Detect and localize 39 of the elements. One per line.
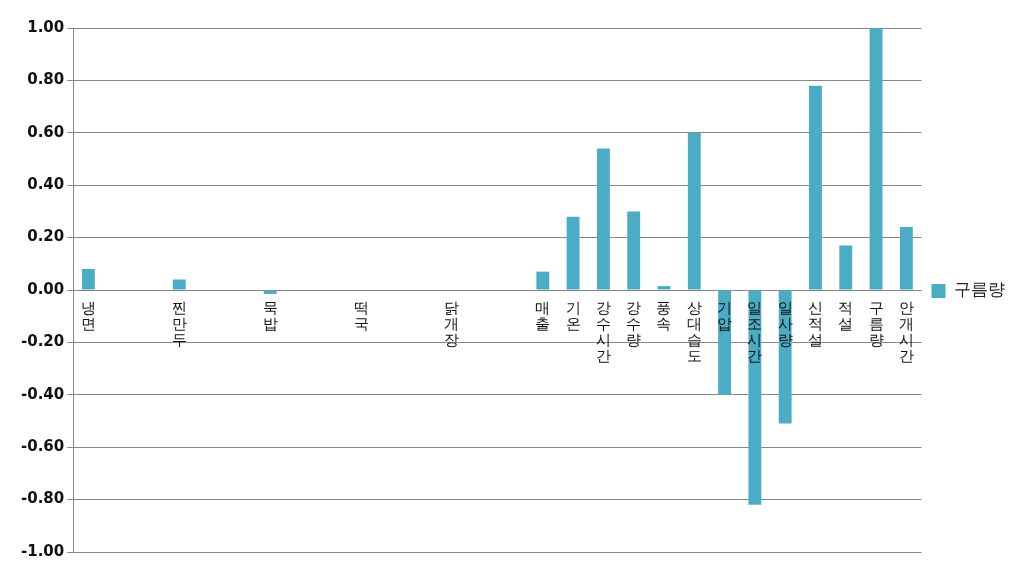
x-tick-label: 풍속	[656, 299, 672, 334]
bar	[81, 269, 95, 290]
y-tick-label: 0.20	[27, 227, 65, 246]
x-tick-label: 찐만두	[171, 299, 187, 350]
x-tick-label: 닭개장	[444, 299, 460, 350]
x-tick-label: 신적설	[807, 299, 823, 350]
x-tick-label: 안개시간	[898, 299, 914, 366]
y-tick-label: -0.80	[20, 489, 65, 508]
x-tick-label: 기온	[565, 299, 581, 334]
y-tick-label: 0.60	[27, 122, 65, 141]
bar	[627, 211, 641, 290]
x-tick-label: 강수량	[626, 299, 642, 350]
y-tick-label: 0.00	[27, 279, 65, 298]
bar	[566, 216, 580, 290]
x-tick-label: 적설	[838, 299, 854, 334]
y-tick-label: -0.20	[20, 332, 65, 351]
x-tick-label: 묵밥	[262, 299, 278, 334]
bar	[172, 279, 186, 290]
x-tick-label: 상대습도	[686, 299, 702, 366]
bar	[657, 286, 671, 290]
bar	[839, 245, 853, 290]
bar	[899, 227, 913, 290]
bar	[687, 132, 701, 290]
bar	[869, 28, 883, 290]
x-tick-label: 떡국	[353, 299, 369, 334]
y-tick-label: 0.80	[27, 70, 65, 89]
y-tick-label: 1.00	[27, 17, 65, 36]
bar	[596, 148, 610, 290]
bar	[536, 271, 550, 290]
y-tick-label: 0.40	[27, 175, 65, 194]
y-tick-label: -0.60	[20, 437, 65, 456]
y-tick-label: -0.40	[20, 384, 65, 403]
x-tick-label: 매출	[535, 299, 551, 334]
x-tick-label: 강수시간	[595, 299, 611, 366]
legend-label: 구름량	[954, 279, 1005, 300]
bar	[809, 85, 822, 290]
y-tick-label: -1.00	[20, 541, 65, 560]
x-tick-label: 냉면	[80, 299, 96, 334]
x-tick-label: 구름량	[868, 299, 884, 350]
